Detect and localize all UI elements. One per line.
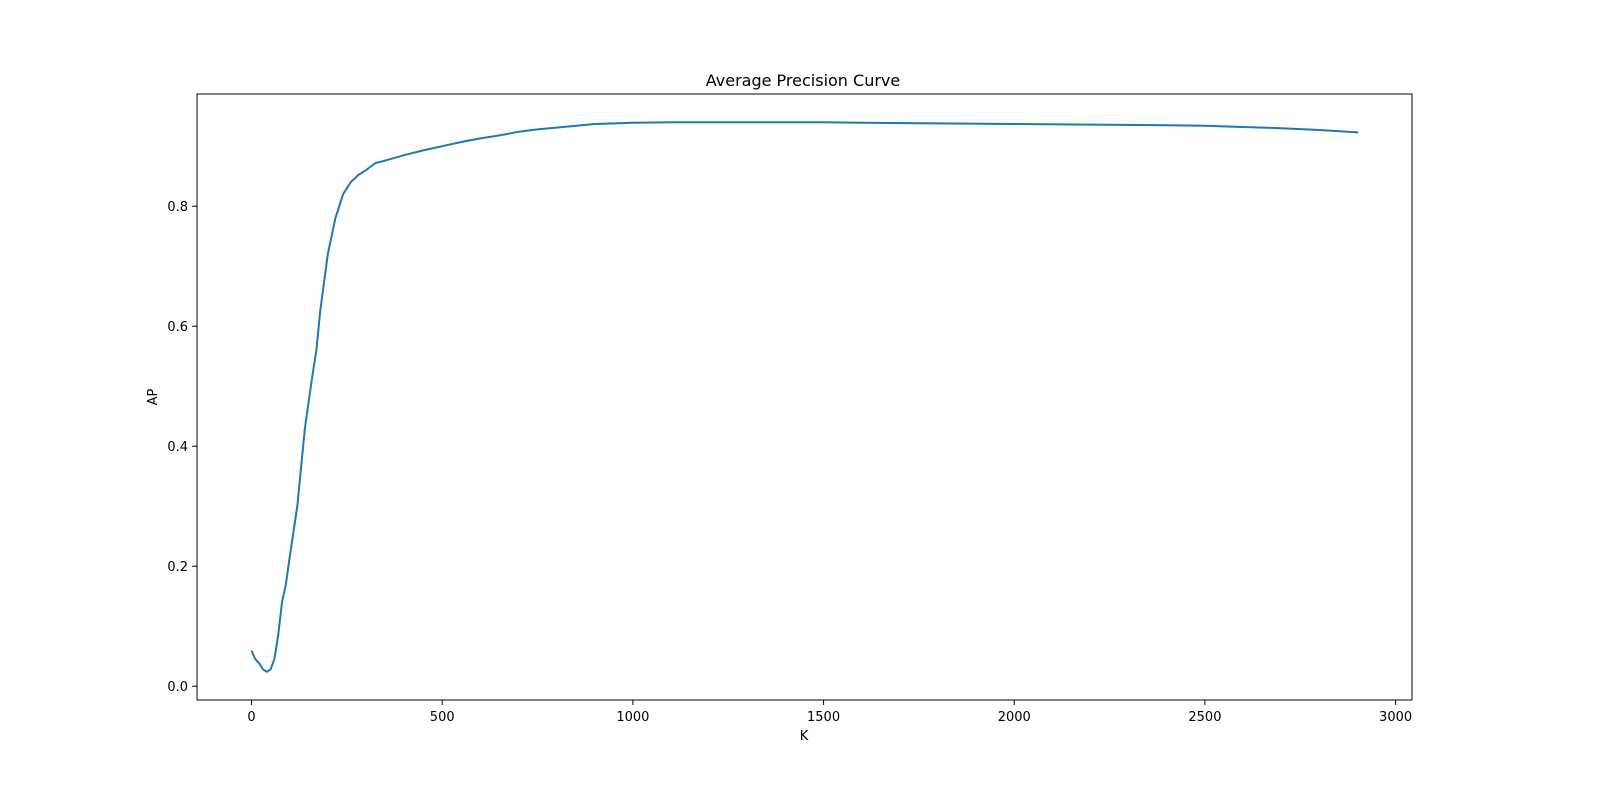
series-line-1 [250, 121, 1359, 673]
x-tick-label: 3000 [1379, 710, 1412, 725]
x-tick-label: 2500 [1188, 710, 1221, 725]
y-tick-label: 0.8 [167, 200, 188, 215]
plot-frame [196, 93, 1413, 701]
y-tick-label: 0.6 [167, 320, 188, 335]
x-tick-label: 2000 [998, 710, 1031, 725]
chart-title: Average Precision Curve [706, 71, 900, 90]
x-tick-label: 0 [247, 710, 255, 725]
x-axis-label: K [800, 729, 809, 744]
y-tick-label: 0.0 [167, 680, 188, 695]
y-tick-label: 0.2 [167, 560, 188, 575]
y-axis: 0.0 0.2 0.4 0.6 0.8 [167, 200, 197, 695]
x-tick-label: 1500 [807, 710, 840, 725]
x-tick-label: 500 [430, 710, 455, 725]
x-axis: 0 500 1000 1500 2000 2500 3000 [247, 700, 1412, 725]
y-tick-label: 0.4 [167, 440, 188, 455]
plot-area [250, 121, 1359, 673]
x-tick-label: 1000 [616, 710, 649, 725]
y-axis-label: AP [146, 388, 161, 405]
